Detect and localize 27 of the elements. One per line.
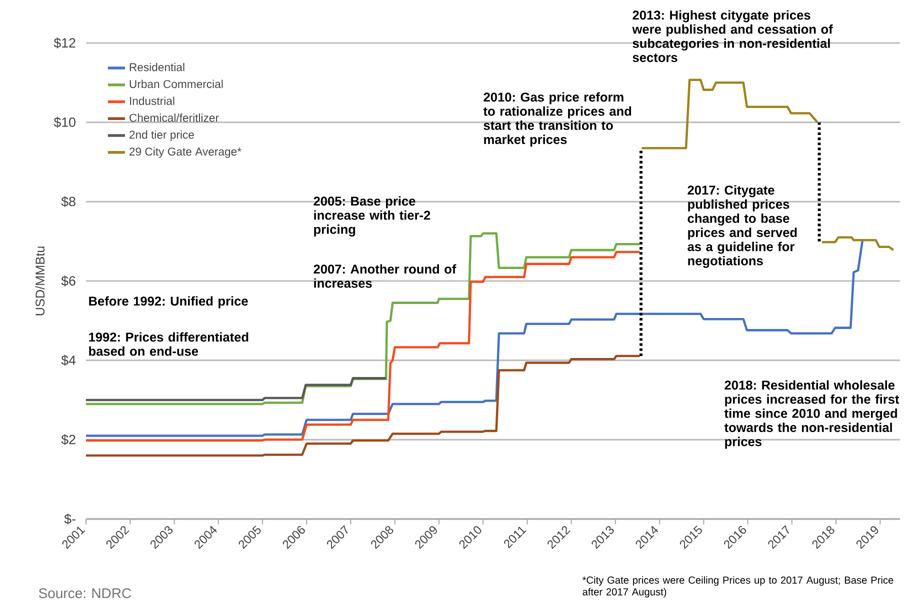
- annotation: 2017: Citygate published prices changed to base prices and served as a guideline for negotiations: [688, 185, 797, 268]
- y-tick-label: $8: [61, 196, 76, 208]
- line-series: [84, 377, 388, 402]
- text: *City Gate prices were Ceiling Prices up to 2017 August; Base Price after 2017 August): [582, 576, 894, 598]
- y-tick-label: $4: [61, 354, 76, 366]
- annotation: 2013: Highest citygate prices were published and cessation of subcategories in non-residential sectors: [632, 10, 833, 62]
- annotation: Before 1992: Unified price: [89, 296, 248, 308]
- y-tick-label: $12: [54, 38, 76, 48]
- source-note: Source: NDRC: [38, 588, 132, 598]
- y-tick-label: $6: [61, 276, 76, 286]
- y-tick-label: $10: [54, 116, 76, 128]
- legend-label: Industrial: [130, 96, 174, 105]
- legend-label: Residential: [130, 62, 184, 72]
- legend-label: Urban Commercial: [130, 80, 223, 88]
- legend-label: 2nd tier price: [130, 130, 194, 141]
- legend-label: Chemical/feritlizer: [130, 114, 219, 122]
- annotation: 1992: Prices differentiated based on end-use: [89, 332, 248, 356]
- line-series: [84, 354, 641, 457]
- annotation: 2007: Another round of increases: [314, 264, 456, 288]
- y-tick-label: $-: [64, 514, 76, 524]
- y-tick-label: $2: [61, 434, 76, 446]
- y-axis-title: USD/MMBtu: [35, 246, 45, 316]
- annotation: 2018: Residential wholesale prices increased for the first time since 2010 and merged towards the non-residential prices: [724, 380, 900, 449]
- line-series: [84, 250, 641, 442]
- legend-label: 29 City Gate Average*: [130, 147, 242, 158]
- annotation: 2005: Base price increase with tier-2 pricing: [314, 196, 430, 237]
- annotation: 2010: Gas price reform to rationalize prices and start the transition to market prices: [483, 92, 632, 147]
